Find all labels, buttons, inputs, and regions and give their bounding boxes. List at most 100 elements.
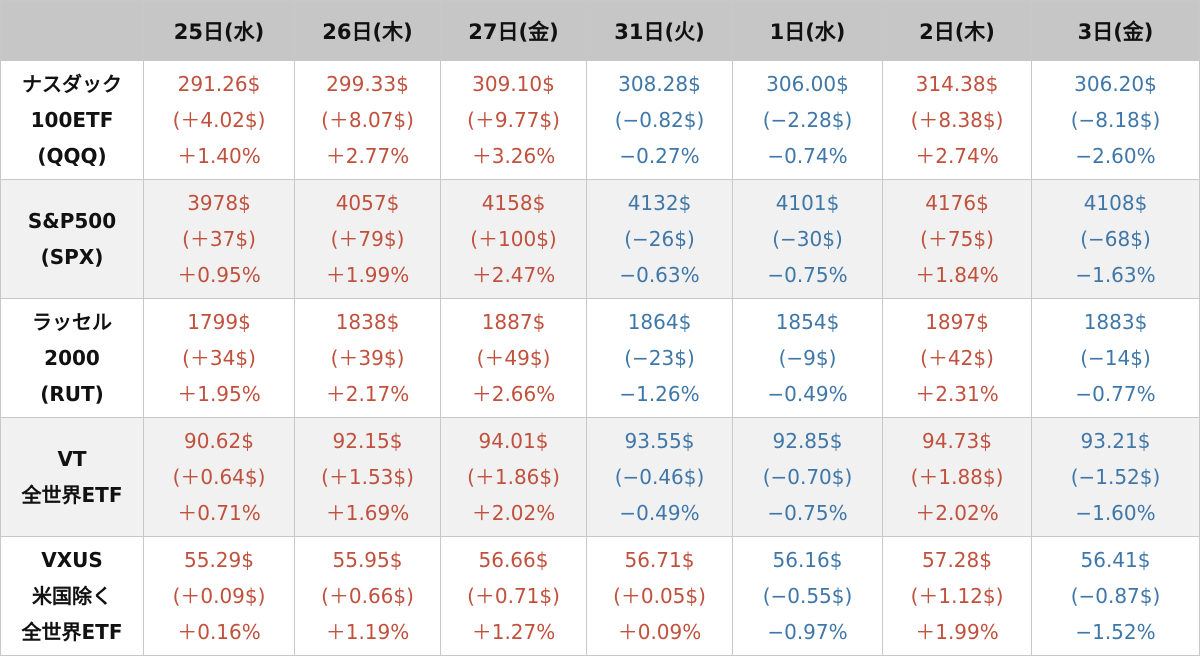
column-header: 25日(水) bbox=[143, 0, 295, 61]
price-value: 1864$ bbox=[627, 310, 692, 334]
percent-change: ＋0.95% bbox=[177, 263, 261, 287]
column-header: 31日(火) bbox=[586, 0, 733, 61]
row-label-line: 全世界ETF bbox=[21, 483, 123, 507]
price-change: (＋0.09$) bbox=[172, 584, 266, 608]
price-cell: 55.29$ (＋0.09$) ＋0.16% bbox=[143, 536, 295, 656]
price-value: 1838$ bbox=[335, 310, 400, 334]
price-change: (−0.87$) bbox=[1070, 584, 1161, 608]
percent-change: ＋2.02% bbox=[915, 501, 999, 525]
price-change: (＋9.77$) bbox=[467, 108, 560, 132]
price-change: (＋42$) bbox=[920, 346, 994, 370]
table-body: ナスダック 100ETF (QQQ) 291.26$ (＋4.02$) ＋1.40% 299… bbox=[0, 60, 1200, 656]
price-cell: 90.62$ (＋0.64$) ＋0.71% bbox=[143, 417, 295, 537]
price-value: 92.15$ bbox=[332, 429, 403, 453]
row-label: ラッセル 2000 (RUT) bbox=[0, 298, 144, 418]
price-value: 93.21$ bbox=[1080, 429, 1151, 453]
row-label-line: VT bbox=[57, 447, 87, 471]
price-cell: 56.41$ (−0.87$) −1.52% bbox=[1031, 536, 1200, 656]
percent-change: −0.97% bbox=[767, 620, 848, 644]
percent-change: ＋0.09% bbox=[617, 620, 702, 644]
price-cell: 94.73$ (＋1.88$) ＋2.02% bbox=[882, 417, 1032, 537]
price-value: 56.41$ bbox=[1080, 548, 1151, 572]
percent-change: ＋1.95% bbox=[177, 382, 261, 406]
price-value: 55.95$ bbox=[332, 548, 403, 572]
price-change: (＋39$) bbox=[330, 346, 405, 370]
percent-change: −0.74% bbox=[767, 144, 848, 168]
price-value: 4132$ bbox=[627, 191, 692, 215]
price-change: (＋34$) bbox=[182, 346, 256, 370]
row-label-line: ラッセル bbox=[32, 310, 112, 334]
price-change: (−2.28$) bbox=[762, 108, 853, 132]
table-row: ラッセル 2000 (RUT) 1799$ (＋34$) ＋1.95% 1838$ (＋39$… bbox=[0, 298, 1200, 418]
percent-change: ＋2.47% bbox=[471, 263, 556, 287]
percent-change: ＋2.31% bbox=[915, 382, 999, 406]
price-change: (−0.55$) bbox=[762, 584, 853, 608]
price-change: (＋8.07$) bbox=[321, 108, 414, 132]
row-label-line: ナスダック bbox=[22, 72, 122, 96]
percent-change: ＋0.16% bbox=[177, 620, 261, 644]
percent-change: ＋1.27% bbox=[471, 620, 556, 644]
price-change: (＋4.02$) bbox=[172, 108, 266, 132]
percent-change: −1.60% bbox=[1075, 501, 1156, 525]
row-label-line: S&P500 bbox=[27, 209, 117, 233]
price-value: 1799$ bbox=[187, 310, 251, 334]
price-cell: 1864$ (−23$) −1.26% bbox=[586, 298, 733, 418]
percent-change: ＋0.71% bbox=[177, 501, 261, 525]
price-value: 4101$ bbox=[775, 191, 840, 215]
price-cell: 4108$ (−68$) −1.63% bbox=[1031, 179, 1200, 299]
row-label-line: (RUT) bbox=[40, 382, 104, 406]
price-change: (−0.82$) bbox=[614, 108, 705, 132]
table-header: 25日(水) 26日(木) 27日(金) 31日(火) 1日(水) 2日(木) 3日(金) bbox=[0, 0, 1200, 61]
percent-change: ＋1.99% bbox=[915, 620, 999, 644]
price-change: (−68$) bbox=[1080, 227, 1151, 251]
price-change: (＋0.05$) bbox=[613, 584, 706, 608]
price-value: 4057$ bbox=[335, 191, 400, 215]
price-value: 4108$ bbox=[1083, 191, 1148, 215]
price-cell: 306.00$ (−2.28$) −0.74% bbox=[732, 60, 883, 180]
price-value: 1854$ bbox=[775, 310, 840, 334]
price-change: (＋75$) bbox=[920, 227, 994, 251]
price-change: (−30$) bbox=[772, 227, 843, 251]
price-change: (−26$) bbox=[624, 227, 695, 251]
percent-change: ＋2.77% bbox=[325, 144, 410, 168]
price-value: 94.01$ bbox=[478, 429, 549, 453]
price-value: 56.66$ bbox=[478, 548, 549, 572]
price-value: 3978$ bbox=[187, 191, 251, 215]
price-change: (＋100$) bbox=[470, 227, 557, 251]
price-cell: 309.10$ (＋9.77$) ＋3.26% bbox=[440, 60, 587, 180]
percent-change: ＋1.19% bbox=[325, 620, 410, 644]
price-cell: 308.28$ (−0.82$) −0.27% bbox=[586, 60, 733, 180]
column-header: 3日(金) bbox=[1031, 0, 1200, 61]
price-cell: 1883$ (−14$) −0.77% bbox=[1031, 298, 1200, 418]
price-cell: 1854$ (−9$) −0.49% bbox=[732, 298, 883, 418]
price-cell: 93.21$ (−1.52$) −1.60% bbox=[1031, 417, 1200, 537]
price-value: 299.33$ bbox=[326, 72, 409, 96]
price-cell: 92.85$ (−0.70$) −0.75% bbox=[732, 417, 883, 537]
price-change: (−9$) bbox=[778, 346, 837, 370]
percent-change: ＋2.02% bbox=[471, 501, 556, 525]
price-cell: 291.26$ (＋4.02$) ＋1.40% bbox=[143, 60, 295, 180]
percent-change: ＋1.84% bbox=[915, 263, 999, 287]
row-label-line: (QQQ) bbox=[37, 144, 107, 168]
table-row: S&P500 (SPX) 3978$ (＋37$) ＋0.95% 4057$ (＋79$) ＋… bbox=[0, 179, 1200, 299]
column-header: 1日(水) bbox=[732, 0, 883, 61]
percent-change: −1.52% bbox=[1075, 620, 1156, 644]
column-header: 2日(木) bbox=[882, 0, 1032, 61]
price-value: 306.20$ bbox=[1074, 72, 1157, 96]
percent-change: −0.77% bbox=[1075, 382, 1156, 406]
price-change: (−0.70$) bbox=[762, 465, 853, 489]
price-cell: 299.33$ (＋8.07$) ＋2.77% bbox=[294, 60, 441, 180]
price-change: (＋79$) bbox=[330, 227, 405, 251]
price-cell: 94.01$ (＋1.86$) ＋2.02% bbox=[440, 417, 587, 537]
row-label: VXUS 米国除く 全世界ETF bbox=[0, 536, 144, 656]
price-value: 92.85$ bbox=[772, 429, 843, 453]
price-cell: 314.38$ (＋8.38$) ＋2.74% bbox=[882, 60, 1032, 180]
price-cell: 57.28$ (＋1.12$) ＋1.99% bbox=[882, 536, 1032, 656]
row-label: VT 全世界ETF bbox=[0, 417, 144, 537]
percent-change: −0.27% bbox=[619, 144, 700, 168]
percent-change: −1.26% bbox=[619, 382, 700, 406]
percent-change: −1.63% bbox=[1075, 263, 1156, 287]
row-label-line: 2000 bbox=[44, 346, 100, 370]
corner-cell bbox=[0, 0, 144, 61]
